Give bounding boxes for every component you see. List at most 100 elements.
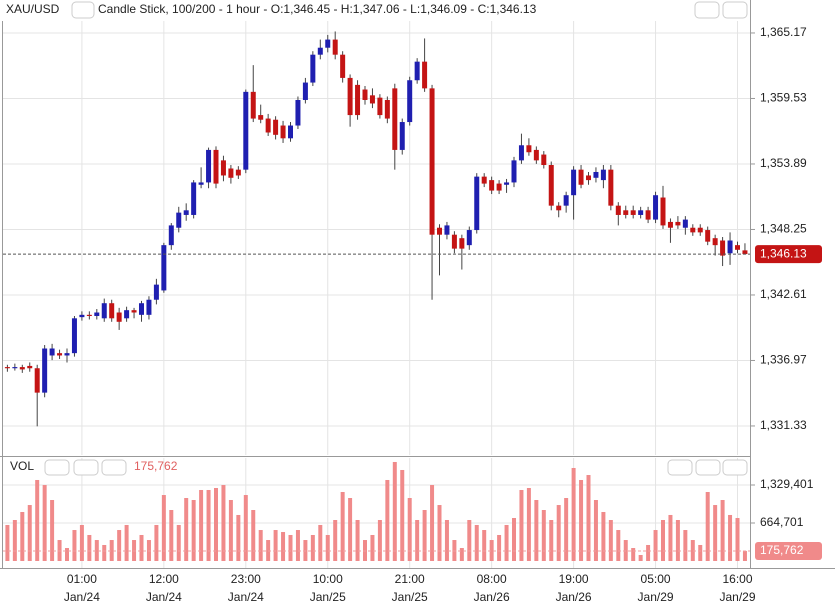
- candle-body: [489, 180, 495, 191]
- volume-bar: [12, 520, 17, 562]
- volume-bar: [35, 479, 40, 562]
- volume-bar: [482, 530, 487, 562]
- volume-bar: [295, 530, 300, 562]
- candle-body: [250, 91, 256, 119]
- x-tick-label: 05:00: [641, 572, 671, 586]
- candle-body: [518, 145, 524, 161]
- candle-body: [586, 175, 591, 181]
- volume-bar: [117, 530, 122, 562]
- y-tick-label: 1,336.97: [760, 353, 807, 367]
- candle-body: [690, 227, 696, 233]
- candle-body: [548, 165, 554, 206]
- volume-bar: [228, 500, 233, 561]
- volume-bar: [199, 489, 204, 562]
- volume-bar: [571, 467, 576, 561]
- y-tick-label: 1,365.17: [760, 25, 807, 39]
- volume-bar: [348, 498, 353, 562]
- candle-body: [146, 299, 152, 315]
- candle-body: [265, 118, 271, 133]
- candle-body: [451, 234, 457, 249]
- candle-body: [496, 183, 502, 191]
- volume-bar: [87, 534, 92, 562]
- volume-bar: [541, 510, 546, 562]
- volume-bar: [251, 510, 256, 562]
- candle-body: [116, 312, 122, 322]
- volume-bar: [534, 500, 539, 561]
- candle-body: [161, 245, 167, 291]
- candle-body: [176, 212, 182, 228]
- candle-body: [377, 97, 383, 116]
- y2-tick-label: 1,329,401: [760, 477, 814, 491]
- volume-bar: [161, 495, 166, 562]
- button[interactable]: [695, 459, 721, 476]
- volume-bar: [392, 461, 397, 562]
- candle-body: [228, 168, 234, 178]
- candle-body: [362, 89, 368, 100]
- candle-body: [49, 348, 55, 356]
- volume-bar: [310, 534, 315, 562]
- candle-body: [682, 219, 688, 228]
- volume-bar: [489, 540, 494, 562]
- candle-body: [660, 197, 666, 226]
- volume-bar: [281, 532, 286, 562]
- candle-body: [511, 160, 517, 183]
- candle-body: [697, 227, 703, 233]
- button[interactable]: [44, 459, 70, 476]
- volume-bar: [474, 524, 479, 562]
- volume-bar: [109, 540, 114, 562]
- candle-body: [437, 227, 442, 235]
- button[interactable]: [667, 459, 693, 476]
- candle-body: [109, 303, 115, 319]
- volume-bar: [333, 520, 338, 562]
- x-date-label: Jan/26: [556, 590, 592, 604]
- candle-body: [124, 310, 130, 319]
- volume-bar: [705, 491, 710, 562]
- volume-bar: [698, 544, 703, 561]
- volume-bar: [221, 485, 226, 562]
- button[interactable]: [722, 459, 748, 476]
- x-tick-label: 08:00: [477, 572, 507, 586]
- volume-bar: [638, 554, 643, 561]
- candle-body: [19, 367, 25, 370]
- volume-bar: [65, 548, 69, 562]
- volume-bar: [608, 520, 613, 562]
- volume-bar: [191, 500, 196, 561]
- last-price-box: [755, 245, 822, 264]
- candle-body: [153, 284, 159, 300]
- x-tick-label: 16:00: [722, 572, 752, 586]
- candle-body: [27, 365, 33, 369]
- volume-bar: [467, 520, 472, 562]
- x-date-label: Jan/25: [310, 590, 346, 604]
- candle-body: [183, 210, 189, 215]
- volume-bar: [519, 489, 524, 562]
- candle-body: [422, 61, 428, 89]
- button[interactable]: [73, 459, 99, 476]
- volume-bar: [601, 512, 606, 562]
- button[interactable]: [694, 1, 720, 19]
- volume-bar: [236, 514, 241, 562]
- volume-bar: [668, 514, 673, 562]
- candle-body: [57, 353, 63, 356]
- candle-body: [168, 225, 174, 246]
- volume-bar: [735, 518, 740, 561]
- last-price-label: 1,346.13: [760, 246, 807, 260]
- candle-body: [131, 310, 137, 313]
- button[interactable]: [722, 1, 748, 19]
- volume-bar: [273, 530, 278, 562]
- candle-body: [42, 348, 48, 393]
- candle-body: [34, 368, 40, 393]
- candle-body: [466, 230, 472, 246]
- volume-bar: [512, 518, 516, 561]
- volume-bar: [661, 520, 665, 562]
- button[interactable]: [71, 1, 95, 19]
- candle-body: [340, 54, 346, 78]
- volume-bar: [5, 524, 10, 562]
- x-tick-label: 19:00: [559, 572, 589, 586]
- button[interactable]: [101, 459, 127, 476]
- candle-body: [139, 303, 144, 315]
- volume-bar: [325, 534, 330, 562]
- volume-bar: [437, 505, 442, 562]
- volume-bar: [430, 485, 435, 562]
- x-date-label: Jan/29: [719, 590, 755, 604]
- candle-body: [64, 353, 70, 356]
